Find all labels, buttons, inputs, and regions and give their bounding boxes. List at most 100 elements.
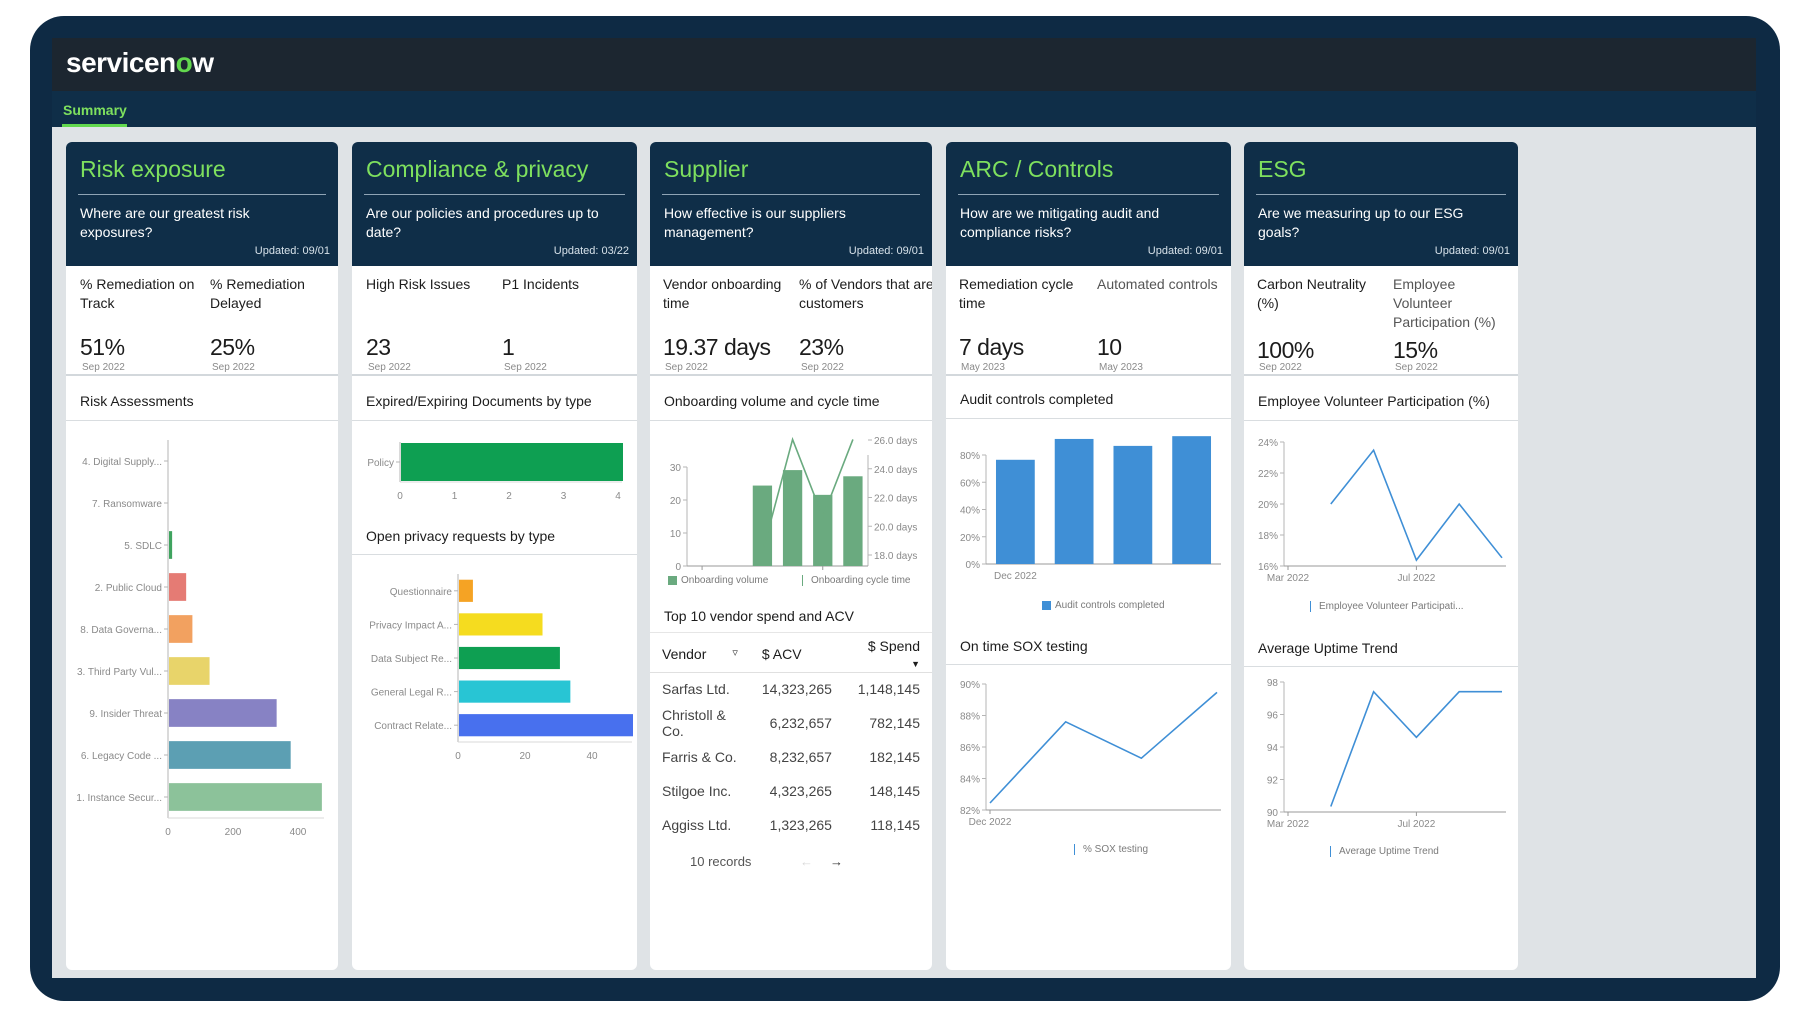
risk-assessments-chart[interactable]: 0 200 400 4. Digital Supply... 7. Ransomware… <box>66 426 338 836</box>
card-title[interactable]: Compliance & privacy <box>366 156 589 182</box>
arc-controls-card: ARC / Controls How are we mitigating aud… <box>946 142 1231 970</box>
y-tick-label: 20% <box>1258 500 1278 511</box>
table-header-row: Vendor ▿ $ ACV $ Spend ▼ <box>650 636 932 672</box>
onboarding-chart[interactable]: 0 10 20 30 18.0 days 20.0 days 22.0 days 24.0 d… <box>650 422 932 572</box>
category-label: Questionnaire <box>390 587 453 598</box>
average-uptime-chart[interactable]: 90 92 94 96 98 Mar 2022 Jul 2022 <box>1244 668 1518 838</box>
card-header: ESG Are we measuring up to our ESG goals… <box>1244 142 1518 266</box>
section-title-sox: On time SOX testing <box>960 638 1088 654</box>
card-header: Risk exposure Where are our greatest ris… <box>66 142 338 266</box>
y2-tick-label: 18.0 days <box>874 551 917 562</box>
x-tick-label: Dec 2022 <box>994 571 1037 580</box>
y-tick-label: 30 <box>670 463 682 474</box>
updated-date: Updated: 03/22 <box>553 245 629 257</box>
y-tick-label: 94 <box>1267 743 1279 754</box>
category-label: Data Subject Re... <box>371 654 452 665</box>
card-header: ARC / Controls How are we mitigating aud… <box>946 142 1231 266</box>
category-label: 8. Data Governa... <box>80 625 162 636</box>
sox-testing-chart[interactable]: 82% 84% 86% 88% 90% Dec 2022 <box>946 666 1231 836</box>
kpi-high-risk-issues[interactable]: High Risk Issues 23 Sep 2022 <box>366 276 471 373</box>
x-tick-label: Mar 2022 <box>1267 819 1310 830</box>
card-question: How effective is our suppliers managemen… <box>664 205 846 240</box>
column-header-vendor[interactable]: Vendor ▿ <box>662 645 738 662</box>
card-title[interactable]: Risk exposure <box>80 156 226 182</box>
kpi-carbon-neutrality[interactable]: Carbon Neutrality (%) 100% Sep 2022 <box>1257 276 1366 373</box>
y-tick-label: 92 <box>1267 776 1279 787</box>
column-header-acv[interactable]: $ ACV <box>761 645 802 662</box>
esg-card: ESG Are we measuring up to our ESG goals… <box>1244 142 1518 970</box>
card-title[interactable]: ARC / Controls <box>960 156 1114 182</box>
kpi-vendors-customers[interactable]: % of Vendors that are customers 23% Sep … <box>799 276 932 373</box>
next-page-icon[interactable]: → <box>830 854 843 869</box>
risk-exposure-card: Risk exposure Where are our greatest ris… <box>66 142 338 970</box>
section-title: Expired/Expiring Documents by type <box>366 393 592 409</box>
series-line <box>1330 690 1502 807</box>
filter-icon[interactable]: ▿ <box>732 646 738 659</box>
kpi-remediation-on-track[interactable]: % Remediation on Track 51% Sep 2022 <box>80 276 195 373</box>
volunteer-participation-chart[interactable]: 16% 18% 20% 22% 24% Mar 2022 Jul 2022 <box>1244 422 1518 582</box>
table-row[interactable]: Christoll & Co. 6,232,657 782,145 <box>662 707 920 739</box>
card-title[interactable]: Supplier <box>664 156 749 182</box>
legend-volunteer[interactable]: Employee Volunteer Participati... <box>1310 601 1464 612</box>
legend-audit-controls[interactable]: Audit controls completed <box>1042 600 1165 611</box>
kpi-remediation-delayed[interactable]: % Remediation Delayed 25% Sep 2022 <box>210 276 305 373</box>
y-tick-label: 96 <box>1267 711 1279 722</box>
bar <box>1054 438 1094 564</box>
record-count: 10 records <box>690 854 752 869</box>
kpi-employee-volunteer[interactable]: Employee Volunteer Participation (%) 15%… <box>1393 276 1496 373</box>
bar <box>1113 445 1153 564</box>
column-header-spend[interactable]: $ Spend ▼ <box>867 637 920 669</box>
card-title[interactable]: ESG <box>1258 156 1307 182</box>
bar <box>459 646 560 670</box>
expiring-documents-chart[interactable]: 0 1 2 3 4 Policy <box>352 426 637 512</box>
sort-desc-icon[interactable]: ▼ <box>911 658 920 669</box>
kpi-p1-incidents[interactable]: P1 Incidents 1 Sep 2022 <box>502 276 580 373</box>
table-row[interactable]: Stilgoe Inc. 4,323,265 148,145 <box>662 783 920 799</box>
category-label: 5. SDLC <box>124 541 162 552</box>
legend-uptime[interactable]: Average Uptime Trend <box>1330 846 1439 857</box>
y-tick-label: 18% <box>1258 531 1278 542</box>
tab-summary[interactable]: Summary <box>63 102 127 118</box>
bar <box>169 741 291 769</box>
bar <box>169 699 277 727</box>
kpi-vendor-onboarding-time[interactable]: Vendor onboarding time 19.37 days Sep 20… <box>663 276 782 373</box>
bar <box>169 531 173 559</box>
y-tick-label: 22% <box>1258 469 1278 480</box>
legend-onboarding-volume[interactable]: Onboarding volume <box>668 575 768 586</box>
bar <box>169 615 193 643</box>
privacy-requests-chart[interactable]: 0 20 40 Questionnaire Privacy Impact A... Dat… <box>352 560 637 760</box>
legend-sox-testing[interactable]: % SOX testing <box>1074 844 1148 855</box>
table-row[interactable]: Aggiss Ltd. 1,323,265 118,145 <box>662 817 920 833</box>
y-tick-label: 24% <box>1258 438 1278 449</box>
section-title: Onboarding volume and cycle time <box>664 393 880 409</box>
category-label: 9. Insider Threat <box>89 709 162 720</box>
x-tick-label: 0 <box>455 751 461 760</box>
legend-onboarding-cycle-time[interactable]: Onboarding cycle time <box>802 575 911 586</box>
y2-tick-label: 22.0 days <box>874 494 917 505</box>
y-tick-label: 90% <box>960 680 980 691</box>
y-tick-label: 40% <box>960 506 980 517</box>
x-tick-label: 20 <box>519 751 531 760</box>
category-label: 6. Legacy Code ... <box>81 751 162 762</box>
y2-tick-label: 20.0 days <box>874 522 917 533</box>
x-tick-label: Dec 2022 <box>969 817 1012 828</box>
kpi-automated-controls[interactable]: Automated controls 10 May 2023 <box>1097 276 1218 373</box>
prev-page-icon[interactable]: ← <box>800 854 813 869</box>
y-tick-label: 10 <box>670 529 682 540</box>
table-row[interactable]: Sarfas Ltd. 14,323,265 1,148,145 <box>662 681 920 698</box>
x-tick-label: 400 <box>290 827 307 836</box>
table-row[interactable]: Farris & Co. 8,232,657 182,145 <box>662 749 920 765</box>
y-tick-label: 84% <box>960 775 980 786</box>
kpi-row: High Risk Issues 23 Sep 2022 P1 Incident… <box>352 266 637 376</box>
audit-controls-chart[interactable]: 0% 20% 40% 60% 80% Dec 2022 <box>946 420 1231 580</box>
section-title: Employee Volunteer Participation (%) <box>1258 393 1490 409</box>
card-question: Where are our greatest risk exposures? <box>80 205 250 240</box>
category-label: 1. Instance Secur... <box>76 793 162 804</box>
category-label: 7. Ransomware <box>92 499 162 510</box>
x-tick-label: 200 <box>225 827 242 836</box>
y-tick-label: 16% <box>1258 562 1278 573</box>
servicenow-logo[interactable]: servicenow <box>66 47 214 78</box>
kpi-row: Carbon Neutrality (%) 100% Sep 2022 Empl… <box>1244 266 1518 376</box>
card-header: Supplier How effective is our suppliers … <box>650 142 932 266</box>
kpi-remediation-cycle-time[interactable]: Remediation cycle time 7 days May 2023 <box>959 276 1074 373</box>
